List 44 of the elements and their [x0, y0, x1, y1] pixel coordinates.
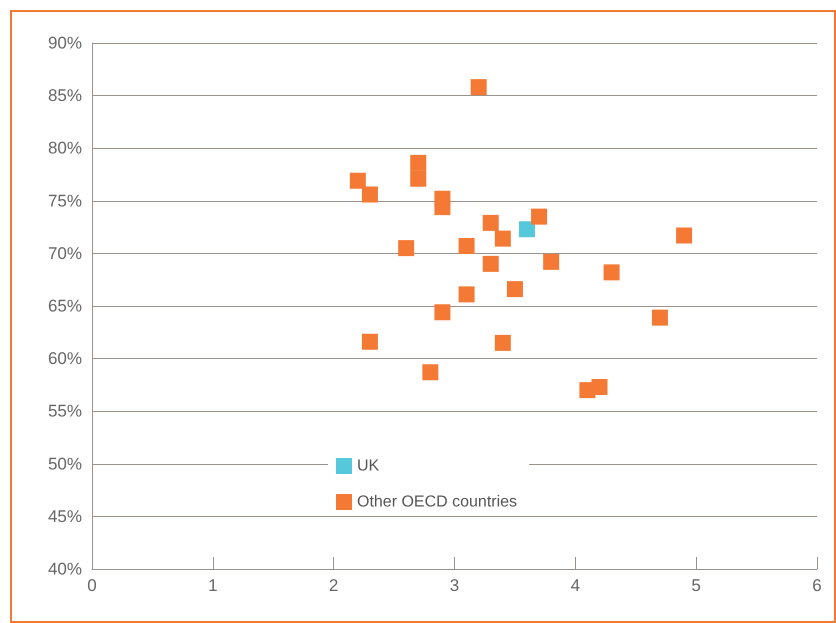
- y-tick-label: 45%: [48, 506, 82, 526]
- point: [362, 334, 378, 350]
- point: [482, 214, 499, 231]
- x-tick-label: 0: [87, 576, 97, 595]
- point: [434, 199, 450, 216]
- point: [676, 228, 692, 244]
- point: [458, 286, 475, 302]
- point: [422, 364, 438, 380]
- point: [410, 170, 426, 187]
- point: [410, 154, 426, 171]
- point: [531, 208, 548, 225]
- y-tick-label: 40%: [48, 560, 82, 578]
- y-tick-label: 75%: [48, 191, 82, 210]
- point: [652, 310, 668, 326]
- x-tick-label: 5: [691, 576, 701, 595]
- x-tick-label: 1: [208, 576, 218, 595]
- y-tick-label: 50%: [48, 454, 82, 474]
- y-tick-label: 80%: [48, 138, 82, 158]
- point: [350, 172, 366, 189]
- point: [398, 240, 414, 256]
- y-tick-label: 85%: [48, 86, 82, 106]
- point: [470, 79, 487, 96]
- point: [592, 379, 608, 396]
- y-tick-label: 60%: [48, 349, 82, 368]
- point: [506, 281, 523, 298]
- legend-label: Other OECD countries: [357, 494, 518, 510]
- legend-label: UK: [357, 458, 380, 474]
- point: [362, 186, 378, 202]
- point: [604, 264, 620, 280]
- y-tick-label: 90%: [48, 34, 82, 52]
- x-tick-label: 6: [812, 576, 822, 595]
- x-tick-label: 4: [570, 576, 580, 595]
- y-tick-label: 55%: [48, 402, 82, 421]
- point: [543, 254, 560, 270]
- y-tick-label: 70%: [48, 244, 82, 263]
- x-tick-label: 3: [450, 576, 460, 595]
- point: [519, 221, 535, 238]
- point: [458, 238, 475, 254]
- y-tick-label: 65%: [48, 296, 82, 316]
- point: [482, 256, 499, 272]
- point: [434, 304, 450, 320]
- x-tick-label: 2: [328, 576, 338, 595]
- point: [494, 334, 511, 351]
- point: [494, 230, 511, 247]
